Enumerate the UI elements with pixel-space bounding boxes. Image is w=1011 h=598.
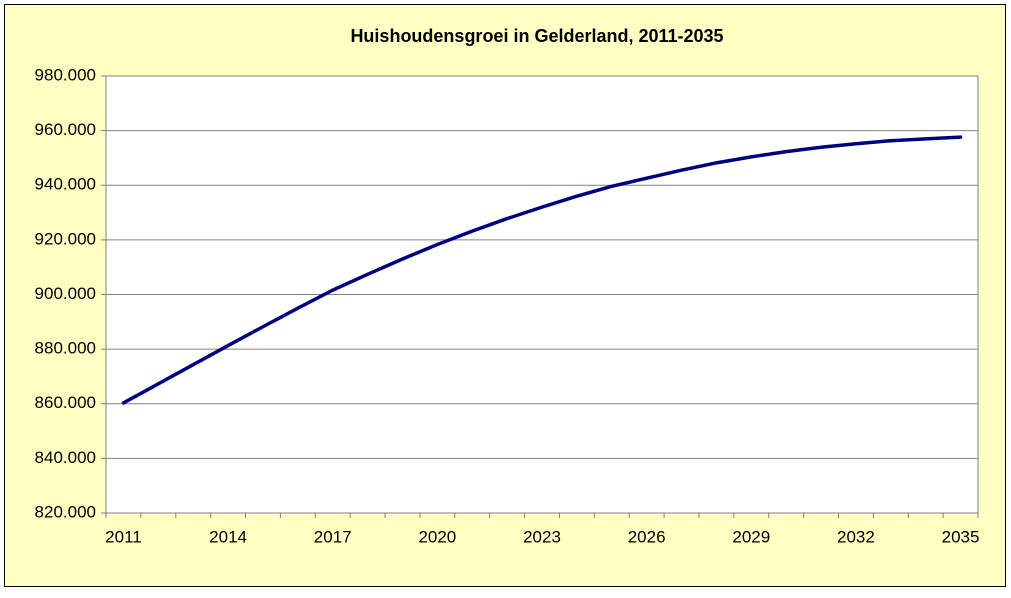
y-tick-label: 960.000 — [35, 120, 96, 139]
x-tick-label: 2035 — [942, 527, 980, 546]
chart-title: Huishoudensgroei in Gelderland, 2011-203… — [350, 26, 723, 46]
x-tick-label: 2029 — [732, 527, 770, 546]
x-tick-label: 2032 — [837, 527, 875, 546]
x-tick-label: 2011 — [105, 527, 142, 546]
x-tick-label: 2017 — [314, 527, 352, 546]
data-line — [121, 135, 963, 405]
x-tick-label: 2023 — [523, 527, 561, 546]
y-tick-label: 920.000 — [35, 229, 96, 248]
x-tick-label: 2020 — [418, 527, 456, 546]
y-tick-label: 880.000 — [35, 339, 96, 358]
y-tick-label: 980.000 — [35, 65, 96, 84]
y-tick-label: 820.000 — [35, 502, 96, 521]
y-tick-label: 900.000 — [35, 284, 96, 303]
y-tick-label: 860.000 — [35, 393, 96, 412]
y-tick-label: 940.000 — [35, 175, 96, 194]
y-tick-label: 840.000 — [35, 448, 96, 467]
x-tick-label: 2014 — [209, 527, 247, 546]
x-tick-label: 2026 — [628, 527, 666, 546]
